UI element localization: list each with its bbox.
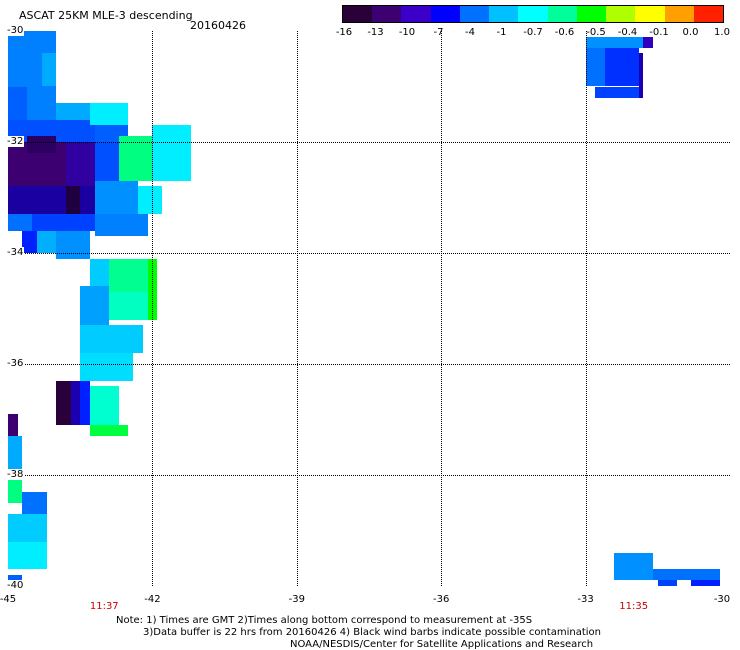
data-cell — [89, 103, 129, 126]
data-cell — [8, 413, 18, 453]
colorbar-swatch — [518, 6, 548, 22]
colorbar-swatch — [372, 6, 402, 22]
chart-date: 20160426 — [190, 19, 246, 32]
data-cell — [80, 286, 110, 326]
data-cell — [94, 180, 138, 215]
colorbar-label: -0.6 — [554, 27, 575, 38]
colorbar-label: 0.0 — [682, 27, 699, 38]
data-cell — [118, 136, 153, 181]
lat-tick-label: -30 — [6, 25, 25, 36]
data-cell — [643, 36, 653, 48]
lon-tick-label: -36 — [433, 594, 450, 605]
lon-gridline — [441, 31, 443, 586]
lat-gridline — [8, 475, 730, 476]
note-line-1: Note: 1) Times are GMT 2)Times along bot… — [116, 615, 533, 626]
data-cell — [80, 352, 134, 381]
colorbar-swatch — [635, 6, 665, 22]
colorbar-label: -13 — [367, 27, 384, 38]
colorbar-label: -0.5 — [586, 27, 606, 38]
colorbar-swatch — [576, 6, 607, 22]
data-cell — [94, 214, 148, 237]
data-cell — [152, 125, 191, 181]
data-cell — [94, 142, 119, 181]
data-cell — [8, 436, 23, 475]
colorbar-label: -16 — [335, 27, 353, 38]
lat-gridline — [8, 364, 730, 365]
data-cell — [41, 53, 57, 87]
data-cell — [652, 569, 721, 581]
data-cell — [595, 86, 639, 98]
data-cell — [8, 541, 47, 570]
lat-gridline — [8, 142, 730, 143]
data-cell — [56, 380, 71, 426]
note-line-3: NOAA/NESDIS/Center for Satellite Applica… — [290, 639, 594, 650]
lon-tick-label: -30 — [713, 594, 731, 605]
note-line-2: 3)Data buffer is 22 hrs from 20160426 4)… — [143, 627, 601, 638]
colorbar-swatch — [664, 6, 694, 22]
lon-tick-label: -42 — [144, 594, 161, 605]
colorbar-label: 1.0 — [714, 27, 730, 38]
colorbar-swatch — [489, 6, 519, 22]
colorbar-swatch — [430, 6, 460, 22]
data-cell — [604, 47, 639, 87]
colorbar-swatch — [343, 6, 373, 22]
data-cell — [22, 491, 47, 514]
data-cell — [22, 230, 37, 253]
colorbar-label: -0.4 — [617, 27, 638, 38]
colorbar-swatch — [693, 6, 724, 22]
data-cell — [65, 142, 95, 187]
data-cell — [8, 186, 95, 215]
lon-gridline — [152, 31, 154, 586]
lon-tick-label: -39 — [288, 594, 305, 605]
lon-gridline — [296, 31, 298, 586]
data-cell — [80, 325, 143, 353]
data-cell — [585, 36, 644, 48]
colorbar-label: -4 — [465, 27, 475, 38]
data-cell — [585, 47, 605, 87]
colorbar-label: -10 — [398, 27, 416, 38]
data-cell — [614, 552, 653, 581]
colorbar-swatch — [459, 6, 490, 22]
data-cell — [65, 186, 81, 215]
lon-tick-label: -33 — [577, 594, 594, 605]
data-cell — [638, 53, 644, 98]
lat-tick-label: -34 — [6, 247, 25, 258]
data-cell — [32, 230, 57, 253]
data-cell — [8, 214, 33, 231]
colorbar-swatch — [401, 6, 431, 22]
lat-tick-label: -36 — [6, 358, 25, 369]
data-cell — [27, 136, 57, 154]
map-plot-area — [8, 31, 730, 586]
chart-title: ASCAT 25KM MLE-3 descending — [19, 9, 193, 22]
lat-tick-label: -40 — [6, 580, 25, 591]
lat-tick-label: -38 — [6, 469, 25, 480]
data-cell — [8, 513, 47, 542]
lat-gridline — [8, 253, 730, 254]
data-cell — [8, 475, 23, 503]
data-cell — [109, 258, 148, 292]
data-cell — [691, 580, 721, 586]
data-cell — [56, 230, 90, 259]
data-cell — [89, 386, 119, 426]
colorbar-swatch — [547, 6, 577, 22]
colorbar-label: -1 — [496, 27, 507, 38]
lon-gridline — [585, 31, 587, 586]
data-cell — [80, 380, 90, 426]
data-cell — [70, 380, 81, 426]
data-cell — [137, 186, 163, 215]
colorbar — [342, 5, 724, 23]
colorbar-label: -0.1 — [649, 27, 669, 38]
colorbar-label: -7 — [433, 27, 444, 38]
colorbar-label: -0.7 — [523, 27, 543, 38]
lon-tick-label: -45 — [0, 594, 17, 605]
data-cell — [89, 425, 129, 437]
time-label: 11:37 — [89, 601, 119, 612]
colorbar-swatch — [606, 6, 636, 22]
lat-tick-label: -32 — [6, 136, 25, 147]
time-label: 11:35 — [619, 601, 649, 612]
data-cell — [109, 291, 148, 320]
data-cell — [8, 86, 28, 120]
data-cell — [657, 580, 678, 586]
data-cell — [32, 214, 95, 231]
